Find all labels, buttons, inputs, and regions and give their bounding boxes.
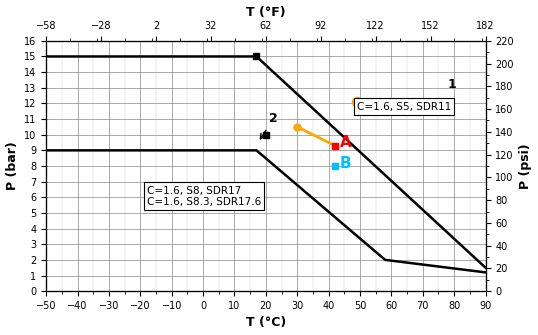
Text: 1: 1 xyxy=(448,78,457,91)
Text: C=1.6, S5, SDR11: C=1.6, S5, SDR11 xyxy=(357,102,451,112)
Text: 2: 2 xyxy=(260,112,278,139)
X-axis label: T (°F): T (°F) xyxy=(246,6,286,18)
Text: C: C xyxy=(351,95,361,110)
Text: B: B xyxy=(339,155,351,171)
X-axis label: T (°C): T (°C) xyxy=(246,317,286,329)
Y-axis label: P (psi): P (psi) xyxy=(520,143,533,189)
Text: C=1.6, S8, SDR17
C=1.6, S8.3, SDR17.6: C=1.6, S8, SDR17 C=1.6, S8.3, SDR17.6 xyxy=(147,186,261,207)
Text: A: A xyxy=(339,135,351,150)
Y-axis label: P (bar): P (bar) xyxy=(5,142,18,190)
